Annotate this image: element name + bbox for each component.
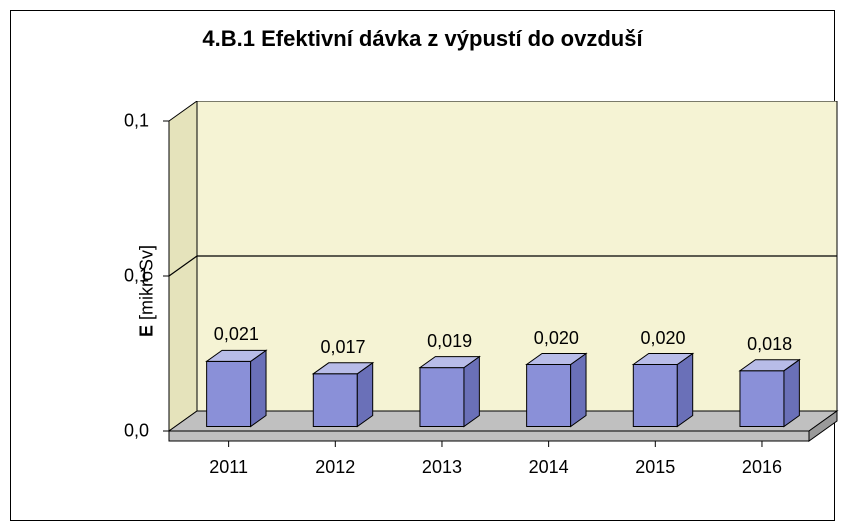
y-tick-label: 0,0: [124, 421, 159, 442]
chart-frame: 4.B.1 Efektivní dávka z výpustí do ovzdu…: [10, 10, 835, 521]
x-tick-label: 2011: [209, 445, 248, 478]
bar-value-label: 0,018: [747, 334, 792, 355]
bar-value-label: 0,019: [427, 331, 472, 352]
y-tick-label: 0,1: [124, 111, 159, 132]
plot-3d: [141, 101, 781, 441]
y-tick-label: 0,1: [124, 266, 159, 287]
chart-body: E [mikroSv] 20110,02120120,01720130,0192…: [81, 101, 801, 481]
bar-value-label: 0,021: [214, 324, 259, 345]
bar-value-label: 0,020: [640, 328, 685, 349]
x-tick-label: 2014: [529, 445, 569, 478]
x-tick-label: 2012: [315, 445, 355, 478]
bar-value-label: 0,017: [320, 337, 365, 358]
x-tick-label: 2015: [635, 445, 675, 478]
x-tick-label: 2016: [742, 445, 782, 478]
x-tick-label: 2013: [422, 445, 462, 478]
bar-value-label: 0,020: [534, 328, 579, 349]
chart-title: 4.B.1 Efektivní dávka z výpustí do ovzdu…: [11, 11, 834, 62]
